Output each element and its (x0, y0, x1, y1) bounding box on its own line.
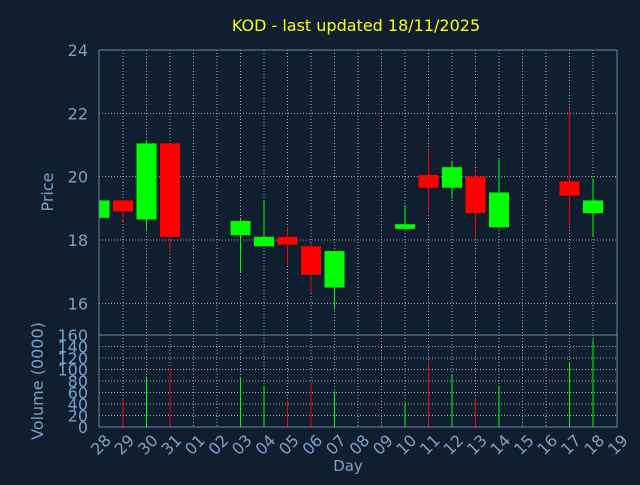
volume-y-tick-label: 40 (68, 395, 88, 414)
candle-07 (324, 251, 345, 309)
candle-body (277, 236, 298, 245)
volume-y-tick-label: 100 (57, 361, 88, 380)
candle-body (301, 246, 321, 275)
candle-body (136, 143, 157, 220)
candle-03 (230, 217, 251, 274)
candle-12 (442, 160, 462, 199)
volume-y-tick-label: 80 (68, 372, 88, 391)
candle-13 (465, 170, 486, 237)
chart-title: KOD - last updated 18/11/2025 (232, 16, 480, 35)
candle-18 (583, 178, 603, 237)
candle-04 (254, 200, 274, 247)
price-axis-label: Price (38, 172, 57, 211)
candle-body (160, 143, 180, 237)
volume-y-tick-label: 160 (57, 326, 88, 345)
candle-body (395, 224, 415, 229)
candle-05 (277, 227, 298, 266)
candle-body (465, 176, 486, 214)
candle-body (230, 221, 251, 236)
volume-bars (122, 339, 594, 427)
candle-11 (418, 149, 439, 214)
volume-y-tick-label: 120 (57, 349, 88, 368)
candle-body (559, 181, 580, 196)
candle-31 (160, 143, 180, 253)
candle-body (583, 200, 603, 214)
x-tick-labels: 2829303101020304050607080910111213141516… (87, 431, 632, 459)
candle-body (418, 175, 439, 188)
candle-14 (489, 159, 509, 228)
candle-body (442, 167, 462, 188)
candle-body (489, 192, 509, 228)
volume-y-tick-label: 0 (78, 418, 88, 437)
candle-body (99, 200, 110, 218)
volume-y-tick-label: 60 (68, 384, 88, 403)
candle-body (324, 251, 345, 288)
price-y-tick-label: 18 (68, 231, 88, 250)
price-y-tick-labels: 16 18 20 22 24 (68, 41, 88, 313)
candle-body (254, 236, 274, 247)
x-axis-label: Day (333, 457, 363, 475)
candle-06 (301, 243, 321, 293)
price-y-tick-label: 16 (68, 294, 88, 313)
candle-30 (136, 140, 157, 231)
price-candles (99, 108, 603, 309)
price-y-tick-label: 24 (68, 41, 88, 60)
candle-17 (559, 108, 580, 228)
price-y-tick-label: 22 (68, 104, 88, 123)
candle-body (113, 200, 133, 212)
price-y-tick-label: 20 (68, 168, 88, 187)
candle-10 (395, 205, 415, 229)
volume-y-tick-label: 20 (68, 407, 88, 426)
volume-panel-frame (98, 334, 618, 428)
candle-28 (99, 200, 110, 218)
volume-y-tick-label: 140 (57, 338, 88, 357)
candle-29 (113, 200, 133, 221)
volume-axis-label: Volume (0000) (28, 322, 47, 440)
